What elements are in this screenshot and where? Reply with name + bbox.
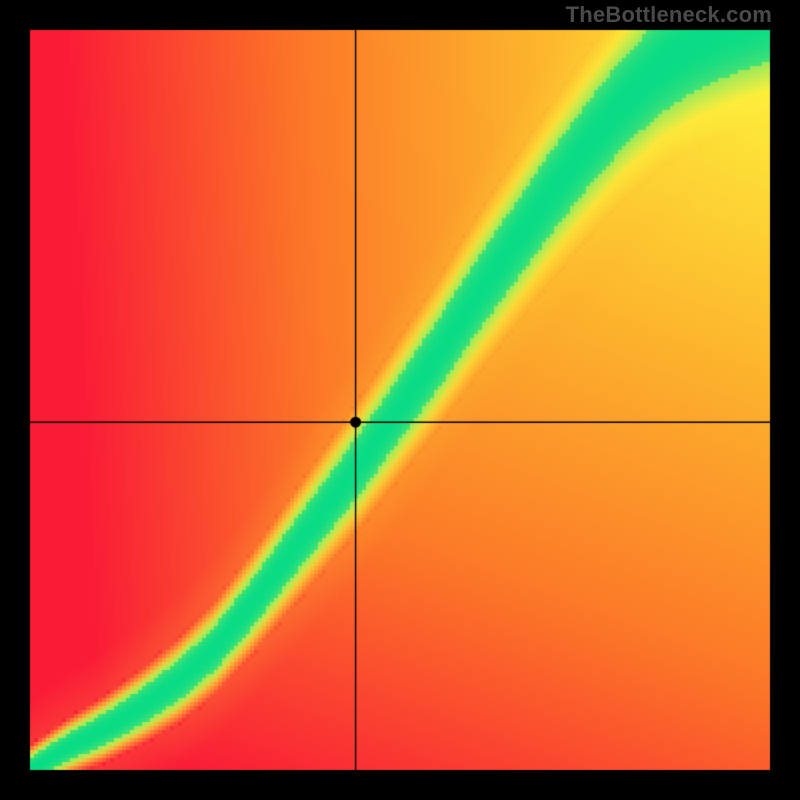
chart-container: TheBottleneck.com <box>0 0 800 800</box>
attribution-label: TheBottleneck.com <box>566 2 772 28</box>
bottleneck-heatmap <box>0 0 800 800</box>
